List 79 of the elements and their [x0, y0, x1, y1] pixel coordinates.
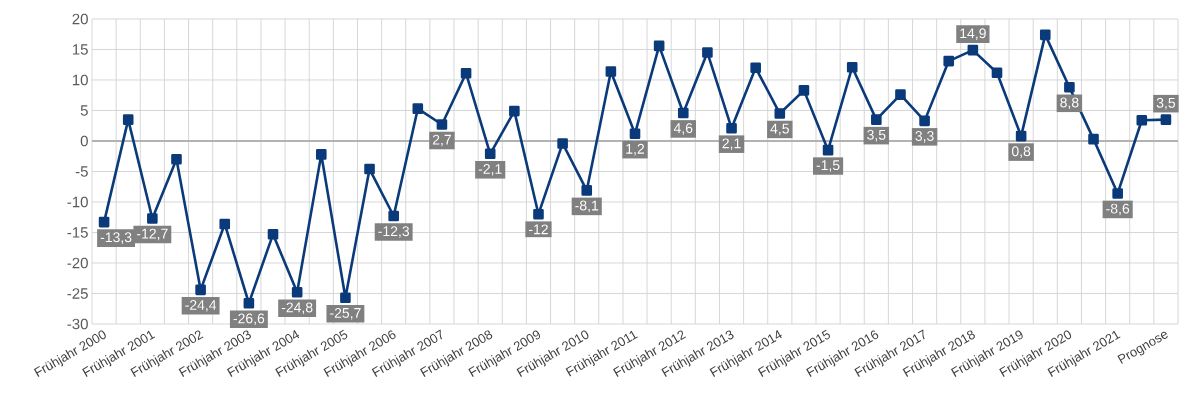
- point: [122, 114, 134, 125]
- data-label: -13,3: [100, 232, 132, 244]
- data-label: 8,8: [1060, 97, 1079, 110]
- point: [702, 47, 713, 58]
- data-label: -1,5: [816, 160, 840, 172]
- data-label: -25,7: [330, 307, 361, 320]
- data-label: -12,3: [378, 226, 410, 238]
- point: [388, 210, 399, 222]
- point: [774, 108, 786, 119]
- y-tick-label: -5: [75, 166, 88, 177]
- y-tick-label: -25: [67, 288, 88, 299]
- point: [243, 297, 255, 309]
- point: [750, 62, 761, 74]
- data-label: 3,5: [867, 129, 886, 142]
- data-label: -8,6: [1106, 203, 1130, 216]
- data-label: -12,7: [137, 228, 168, 241]
- point: [460, 67, 472, 79]
- point: [1088, 133, 1099, 145]
- y-tick-label: 20: [72, 13, 88, 25]
- data-label: -24,4: [185, 300, 217, 312]
- y-tick-label: 5: [80, 105, 88, 116]
- point: [315, 149, 327, 160]
- point: [340, 292, 351, 304]
- data-label: 2,1: [722, 138, 741, 150]
- point: [605, 66, 617, 77]
- point: [1015, 130, 1027, 142]
- y-tick-label: -15: [67, 227, 88, 238]
- data-label: 2,7: [432, 134, 451, 147]
- data-label: -8,1: [575, 200, 599, 213]
- y-tick-label: -20: [67, 257, 88, 269]
- point: [364, 163, 375, 175]
- point: [533, 208, 544, 220]
- data-label: -24,8: [281, 302, 313, 315]
- point: [98, 216, 110, 228]
- y-tick-label: 10: [72, 74, 88, 86]
- point: [629, 128, 641, 139]
- point: [1039, 29, 1051, 41]
- point: [219, 218, 231, 230]
- point: [726, 122, 737, 134]
- y-tick-label: -30: [67, 318, 88, 330]
- data-label: 4,5: [770, 123, 789, 136]
- point: [943, 55, 955, 67]
- point: [1064, 82, 1075, 93]
- point: [412, 103, 424, 114]
- point: [846, 61, 858, 73]
- data-label: 3,5: [1156, 97, 1176, 110]
- data-label: -2,1: [478, 163, 502, 176]
- data-label: -26,6: [233, 313, 265, 326]
- data-label: 4,6: [673, 123, 693, 135]
- y-tick-label: -10: [67, 196, 88, 208]
- point: [171, 153, 182, 165]
- point: [484, 148, 496, 160]
- y-tick-label: 15: [72, 44, 88, 55]
- point: [557, 138, 568, 149]
- point: [1112, 188, 1123, 199]
- point: [919, 115, 930, 127]
- point: [581, 185, 593, 196]
- point: [267, 229, 279, 240]
- point: [991, 67, 1003, 78]
- point: [871, 114, 882, 125]
- point: [677, 107, 689, 119]
- point: [895, 89, 906, 100]
- data-label: 0,8: [1011, 146, 1031, 158]
- point: [195, 284, 206, 296]
- point: [653, 40, 665, 52]
- point: [291, 286, 303, 298]
- point: [509, 105, 520, 117]
- point: [1136, 114, 1148, 126]
- point: [436, 119, 448, 130]
- data-label: 14,9: [960, 28, 986, 40]
- point: [147, 213, 158, 224]
- y-tick-label: 0: [80, 135, 88, 147]
- point: [967, 44, 979, 56]
- point: [822, 144, 834, 156]
- data-label: 1,2: [626, 143, 645, 156]
- data-label: 3,3: [915, 131, 934, 143]
- data-label: -12: [528, 224, 548, 235]
- point: [1160, 114, 1172, 125]
- point: [798, 85, 810, 96]
